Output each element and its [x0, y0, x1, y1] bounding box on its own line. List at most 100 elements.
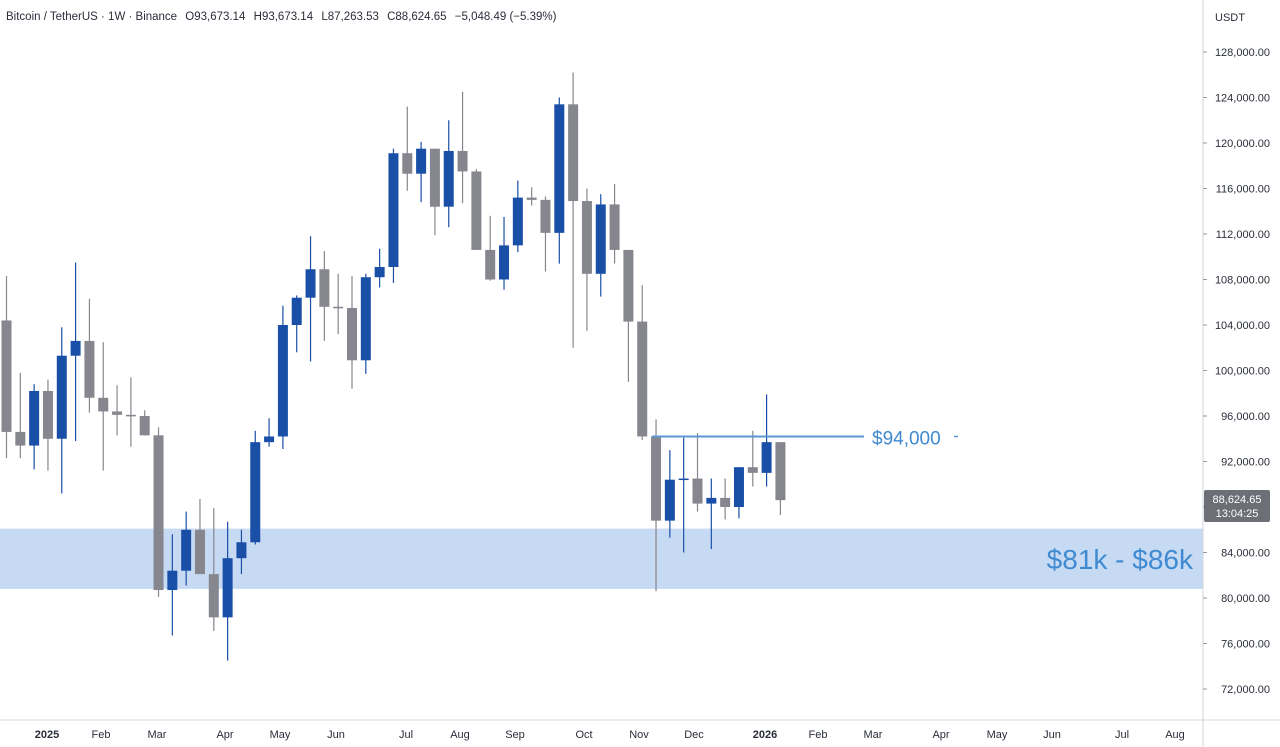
- price-tick-label: 124,000.00: [1215, 93, 1270, 105]
- change-value: −5,048.49 (−5.39%): [455, 11, 557, 23]
- candle: [153, 427, 164, 597]
- candle: [637, 285, 648, 440]
- candle-layer: [1, 72, 786, 661]
- candle-body: [499, 245, 510, 280]
- candle: [554, 97, 565, 264]
- time-tick-label: Mar: [148, 729, 167, 741]
- candle-body: [153, 435, 164, 591]
- zone-layer: $81k - $86k: [0, 528, 1203, 589]
- candle: [42, 379, 53, 471]
- price-tick-label: 76,000.00: [1221, 639, 1270, 651]
- candle-body: [70, 340, 81, 356]
- candle-body: [139, 416, 150, 436]
- time-tick-label: Nov: [629, 729, 649, 741]
- price-tick-label: 108,000.00: [1215, 275, 1270, 287]
- time-tick-label: Dec: [684, 729, 704, 741]
- price-tick-label: 120,000.00: [1215, 138, 1270, 150]
- price-badge: 88,624.65 13:04:25: [1204, 490, 1270, 522]
- candle: [264, 418, 275, 447]
- candle-body: [692, 478, 703, 504]
- time-tick-label: Mar: [864, 729, 883, 741]
- candle: [609, 183, 620, 264]
- candle-body: [402, 153, 413, 174]
- candle-body: [747, 467, 758, 473]
- candle-body: [333, 306, 344, 309]
- candle: [208, 508, 219, 631]
- candle-body: [125, 414, 136, 417]
- candle-body: [42, 390, 53, 439]
- candle-body: [733, 467, 744, 507]
- candle-body: [56, 355, 67, 439]
- candle-body: [720, 497, 731, 507]
- candle: [402, 106, 413, 191]
- candle-body: [540, 199, 551, 233]
- candle-body: [277, 325, 288, 437]
- support-zone: [0, 528, 1203, 589]
- candle-body: [581, 201, 592, 274]
- time-tick-label: Aug: [450, 729, 470, 741]
- candle-body: [761, 442, 772, 473]
- candle: [499, 216, 510, 290]
- time-axis[interactable]: 2025 Feb Mar Apr May Jun Jul Aug Sep Oct Nov Dec 202…: [35, 729, 1185, 741]
- candle: [181, 511, 192, 586]
- candle-body: [457, 150, 468, 172]
- candle-body: [416, 148, 427, 174]
- candle: [416, 141, 427, 203]
- candle: [692, 433, 703, 512]
- candle: [236, 529, 247, 575]
- time-tick-label: Aug: [1165, 729, 1185, 741]
- candle: [194, 499, 205, 575]
- low-key: L: [321, 11, 328, 23]
- level-layer: $94,000: [652, 428, 958, 449]
- time-tick-label: Jul: [1115, 729, 1129, 741]
- candle-body: [112, 411, 123, 415]
- price-tick-label: 116,000.00: [1216, 184, 1270, 196]
- candle: [733, 467, 744, 519]
- candle: [747, 430, 758, 487]
- candle-body: [471, 171, 482, 250]
- candle-body: [526, 197, 537, 200]
- candle-body: [374, 266, 385, 278]
- candle: [623, 249, 634, 382]
- candle: [333, 273, 344, 335]
- price-badge-box: [1204, 490, 1270, 522]
- time-tick-label: Sep: [505, 729, 525, 741]
- price-tick-label: 112,000.00: [1216, 229, 1270, 241]
- candle: [761, 394, 772, 487]
- candle: [706, 478, 717, 550]
- price-tick-label: 96,000.00: [1221, 411, 1270, 423]
- low-value: 87,263.53: [328, 11, 379, 23]
- candle: [277, 305, 288, 449]
- candle-body: [485, 249, 496, 280]
- candle-body: [360, 277, 371, 361]
- price-tick-label: 128,000.00: [1215, 47, 1270, 59]
- time-tick-label: 2026: [753, 729, 777, 741]
- candle: [540, 196, 551, 272]
- candle-body: [319, 269, 330, 307]
- candle: [526, 187, 537, 206]
- candle: [167, 534, 178, 636]
- time-tick-label: Apr: [216, 729, 233, 741]
- candle-body: [29, 390, 40, 446]
- candle: [305, 236, 316, 362]
- price-tick-label: 100,000.00: [1215, 366, 1270, 378]
- candle-body: [609, 204, 620, 250]
- candle-body: [291, 297, 302, 325]
- time-tick-label: Oct: [575, 729, 592, 741]
- candle: [485, 215, 496, 281]
- high-key: H: [254, 11, 262, 23]
- candle: [429, 148, 440, 236]
- time-tick-label: 2025: [35, 729, 59, 741]
- currency-label[interactable]: USDT: [1215, 12, 1245, 24]
- candle-body: [775, 442, 786, 501]
- candle-body: [1, 320, 12, 432]
- candle: [15, 372, 26, 459]
- candle: [1, 276, 12, 459]
- candle-body: [623, 249, 634, 322]
- candle-body: [443, 150, 454, 207]
- high-value: 93,673.14: [262, 11, 314, 23]
- candle-body: [706, 497, 717, 504]
- price-axis[interactable]: 72,000.0076,000.0080,000.0084,000.0088,0…: [1203, 47, 1270, 696]
